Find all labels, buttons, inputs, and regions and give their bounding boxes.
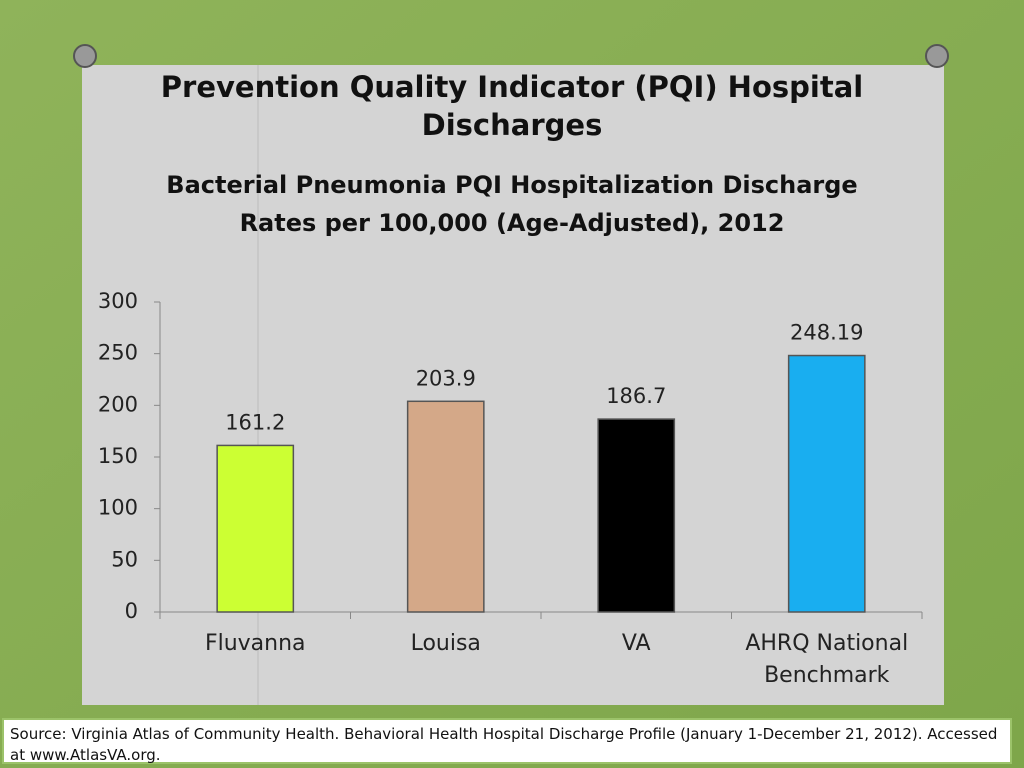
y-tick-label: 200 xyxy=(98,392,138,416)
value-label: 248.19 xyxy=(790,321,863,345)
slide-title: Prevention Quality Indicator (PQI) Hospi… xyxy=(160,70,864,142)
x-tick-label: Fluvanna xyxy=(204,631,306,656)
y-tick-label: 0 xyxy=(125,599,138,623)
value-label: 203.9 xyxy=(416,366,476,390)
bar xyxy=(597,418,676,613)
plot-area: 0 50 100 150 200 250 300 161.2 203.9 186.7 248.19 xyxy=(98,289,923,623)
pin xyxy=(73,44,97,68)
x-tick-label: Louisa xyxy=(410,631,481,656)
y-tick-label: 300 xyxy=(98,289,138,313)
y-tick-label: 100 xyxy=(98,496,138,520)
bar xyxy=(406,400,485,613)
y-tick-label: 250 xyxy=(98,341,138,365)
value-label: 161.2 xyxy=(225,410,285,434)
bar xyxy=(216,444,295,613)
source-note: Source: Virginia Atlas of Community Heal… xyxy=(2,718,1012,764)
value-label: 186.7 xyxy=(606,384,666,408)
y-tick-label: 150 xyxy=(98,444,138,468)
y-tick-label: 50 xyxy=(111,547,138,571)
bar xyxy=(787,354,866,613)
pin xyxy=(925,44,949,68)
x-tick-label: AHRQ National Benchmark xyxy=(745,631,909,688)
x-tick-label: VA xyxy=(621,631,651,656)
chart-title: Bacterial Pneumonia PQI Hospitalization … xyxy=(166,171,858,237)
